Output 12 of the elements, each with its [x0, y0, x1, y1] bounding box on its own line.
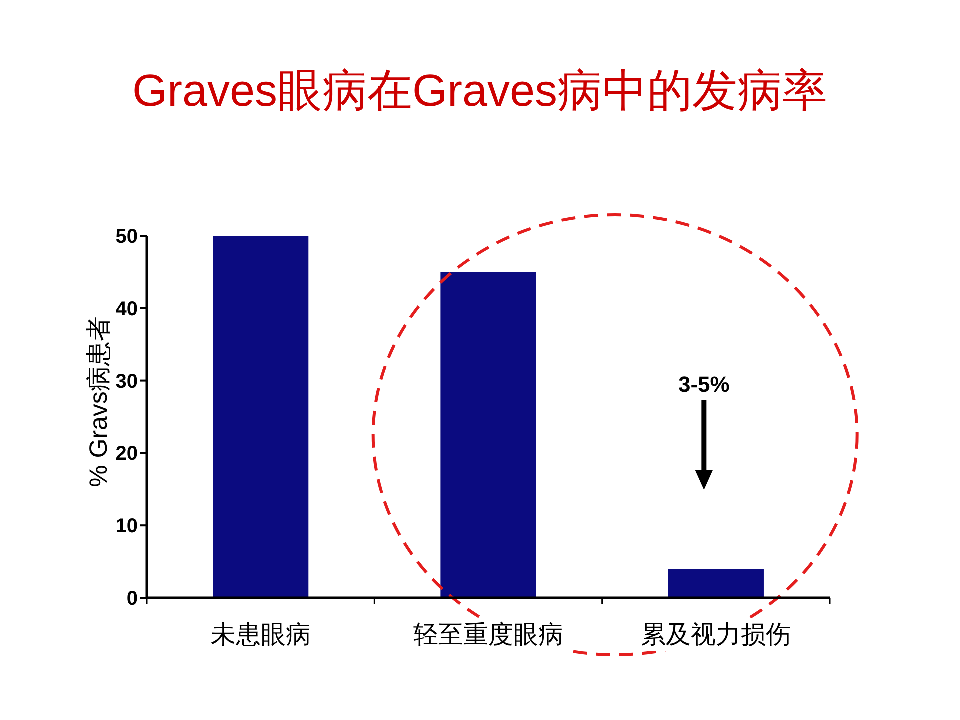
- y-axis-title: % Gravs病患者: [85, 316, 113, 488]
- chart-title: Graves眼病在Graves病中的发病率: [132, 65, 828, 116]
- y-tick-label: 50: [116, 226, 138, 248]
- y-tick-label: 30: [116, 370, 138, 393]
- x-tick-label: 轻至重度眼病: [414, 621, 564, 649]
- x-tick-label: 未患眼病: [210, 621, 311, 649]
- x-tick-label: 累及视力损伤: [641, 621, 792, 649]
- y-tick-label: 40: [116, 298, 138, 320]
- y-tick-label: 0: [126, 588, 138, 610]
- annotation: 3-5%: [678, 372, 730, 397]
- y-tick-label: 10: [116, 516, 138, 538]
- y-tick-label: 20: [116, 443, 138, 466]
